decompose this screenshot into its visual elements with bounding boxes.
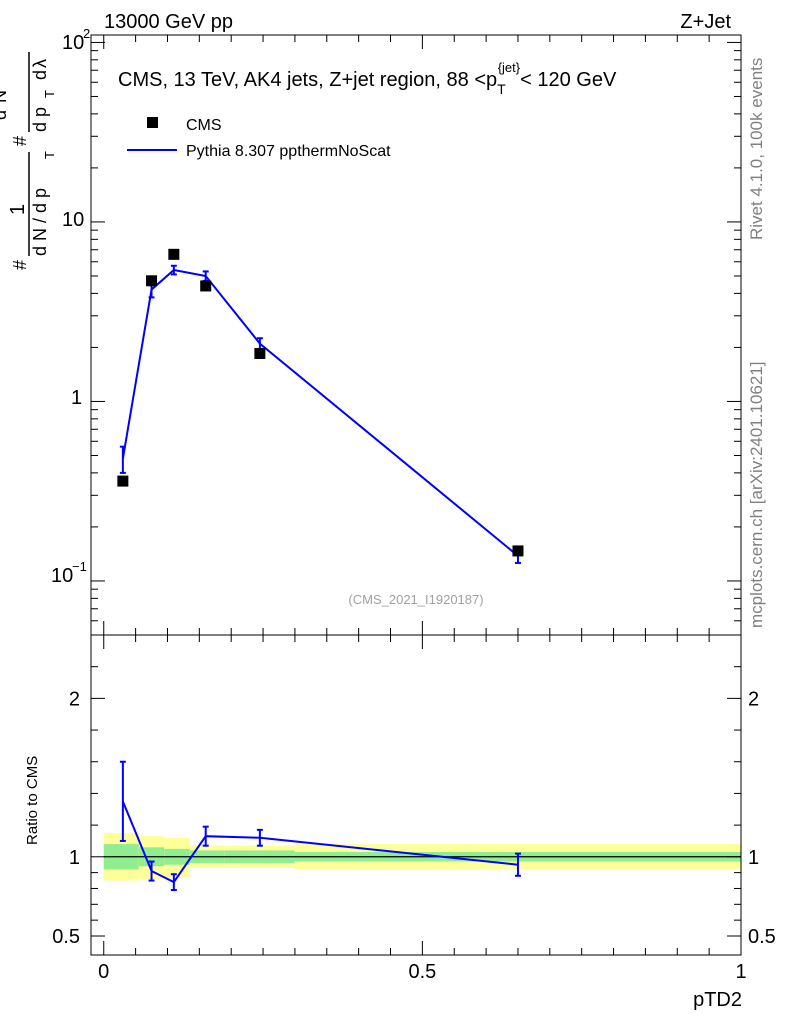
data-point bbox=[254, 347, 266, 359]
main-data-series bbox=[117, 248, 524, 557]
ylabel-sq: 2 bbox=[0, 103, 1, 110]
main-axis-ticks bbox=[91, 35, 742, 636]
ratio-frame bbox=[90, 634, 742, 956]
ylabel-dl: d bbox=[30, 70, 50, 80]
data-point bbox=[512, 545, 524, 557]
main-panel: 10 2 10 1 10 −1 CMS, 13 TeV, AK4 jets, Z… bbox=[0, 26, 742, 636]
legend-cms-label: CMS bbox=[186, 117, 222, 134]
ratio-y-tick-label-left: 2 bbox=[69, 688, 80, 710]
y-tick-label-0-1: 10 bbox=[51, 565, 73, 587]
ratio-panel: 0.5 0.51 12 20 0.5 1 Ratio to CMS pTD2 bbox=[24, 634, 776, 1011]
ratio-y-tick-label-left: 0.5 bbox=[52, 926, 80, 948]
ylabel-num-d: d bbox=[0, 110, 10, 120]
legend-cms-marker bbox=[147, 117, 158, 128]
x-tick-label: 0 bbox=[98, 961, 109, 983]
y-tick-label-100: 10 bbox=[62, 32, 84, 54]
ylabel-lambda: λ bbox=[30, 59, 50, 68]
y-tick-label-10: 10 bbox=[62, 209, 84, 231]
ylabel-den2: d p bbox=[30, 107, 50, 132]
x-tick-label: 1 bbox=[735, 961, 746, 983]
ylabel-hash-2: # bbox=[10, 136, 30, 146]
ylabel-t1: T bbox=[42, 151, 57, 159]
rivet-label: Rivet 4.1.0, 100k events bbox=[747, 58, 766, 240]
y-tick-sup-100: 2 bbox=[83, 26, 90, 41]
ratio-y-label: Ratio to CMS bbox=[24, 756, 41, 845]
mc-line bbox=[121, 268, 519, 557]
title-sup: {jet} bbox=[498, 60, 521, 75]
y-tick-label-1: 1 bbox=[71, 387, 82, 409]
main-y-tick-labels: 10 2 10 1 10 −1 bbox=[51, 26, 90, 587]
energy-label: 13000 GeV pp bbox=[104, 11, 233, 33]
ratio-y-tick-label-right: 1 bbox=[748, 847, 759, 869]
legend-mc-label: Pythia 8.307 ppthermNoScat bbox=[186, 143, 391, 160]
x-axis-label: pTD2 bbox=[693, 989, 742, 1011]
mcplots-label: mcplots.cern.ch [arXiv:2401.10621] bbox=[747, 362, 766, 628]
ratio-mc-line bbox=[121, 800, 519, 884]
ylabel-one: 1 bbox=[7, 204, 29, 215]
ratio-y-tick-label-left: 1 bbox=[69, 847, 80, 869]
ratio-y-tick-label-right: 0.5 bbox=[748, 926, 776, 948]
chart-title: CMS, 13 TeV, AK4 jets, Z+jet region, 88 … bbox=[118, 60, 617, 97]
title-prefix: CMS, 13 TeV, AK4 jets, Z+jet region, 88 … bbox=[118, 69, 497, 91]
main-mc-series bbox=[119, 264, 521, 564]
ratio-uncertainty-bands bbox=[103, 833, 741, 881]
data-point bbox=[117, 475, 129, 487]
ylabel-den: d N / d p bbox=[30, 188, 50, 256]
x-tick-label: 0.5 bbox=[408, 961, 436, 983]
data-point bbox=[146, 275, 158, 287]
title-suffix: < 120 GeV bbox=[520, 69, 617, 91]
ratio-tick-labels: 0.5 0.51 12 20 0.5 1 bbox=[52, 688, 776, 983]
data-point bbox=[200, 280, 212, 292]
ratio-y-tick-label-right: 2 bbox=[748, 688, 759, 710]
ratio-mc-series bbox=[119, 760, 521, 892]
process-label: Z+Jet bbox=[680, 11, 731, 33]
ratio-axis-ticks bbox=[91, 635, 742, 955]
ylabel-hash-1: # bbox=[10, 260, 30, 270]
data-point bbox=[168, 248, 180, 260]
y-tick-sup-0-1: −1 bbox=[72, 559, 87, 574]
analysis-watermark: (CMS_2021_I1920187) bbox=[348, 592, 483, 607]
title-sub: T bbox=[497, 81, 506, 97]
main-y-label: # 1 d N / d p T # d 2 N d p T d λ bbox=[0, 52, 57, 270]
ylabel-t2: T bbox=[42, 90, 57, 98]
ylabel-n: N bbox=[0, 90, 10, 103]
